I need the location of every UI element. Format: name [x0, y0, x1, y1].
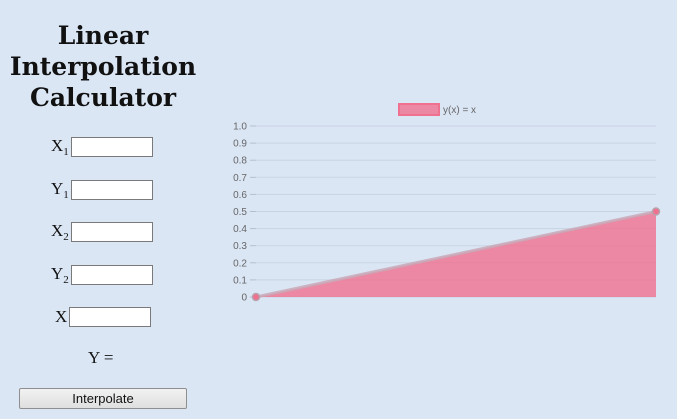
- x1-input[interactable]: [70, 137, 153, 157]
- y-tick-label: 0.5: [233, 207, 247, 218]
- interpolation-chart: y(x) = x 1.0 0.9 0.8 0.7 0.6 0.5 0.4 0.3 0.2 0.1 0: [233, 103, 661, 304]
- x2-label: X2: [51, 221, 69, 243]
- title-line: Calculator: [29, 83, 177, 112]
- y1-label: Y1: [51, 179, 69, 201]
- page-title: Linear Interpolation Calculator: [4, 20, 202, 113]
- y-tick-label: 0.6: [233, 190, 247, 201]
- x2-input[interactable]: [70, 222, 153, 242]
- y-tick-label: 0.3: [233, 241, 247, 252]
- y1-row: Y1: [51, 179, 153, 201]
- x2-row: X2: [51, 221, 153, 243]
- x1-row: X1: [51, 136, 153, 158]
- y-tick-label: 0: [241, 293, 247, 304]
- y-tick-label: 0.9: [233, 139, 247, 150]
- y2-input[interactable]: [70, 265, 153, 285]
- y1-input[interactable]: [70, 180, 153, 200]
- legend-swatch: [398, 103, 440, 116]
- y2-row: Y2: [51, 264, 153, 286]
- y-tick-label: 0.4: [233, 224, 247, 235]
- title-line: Linear: [57, 21, 149, 50]
- x-input[interactable]: [69, 307, 152, 327]
- x1-label: X1: [51, 136, 69, 158]
- legend-label: y(x) = x: [443, 105, 476, 116]
- y-tick-label: 0.1: [233, 275, 247, 286]
- title-line: Interpolation: [9, 52, 197, 81]
- y2-label: Y2: [51, 264, 69, 286]
- series-line: [255, 210, 657, 299]
- y-tick-label: 0.7: [233, 173, 247, 184]
- data-point: [251, 292, 261, 302]
- y-tick-label: 1.0: [233, 122, 247, 133]
- data-point: [651, 207, 661, 216]
- y-tick-label: 0.8: [233, 156, 247, 167]
- x-row: X: [55, 307, 152, 327]
- y-tick-label: 0.2: [233, 258, 247, 269]
- x-label: X: [55, 307, 68, 326]
- result-label: Y =: [88, 348, 114, 367]
- interpolate-button[interactable]: Interpolate: [19, 388, 187, 409]
